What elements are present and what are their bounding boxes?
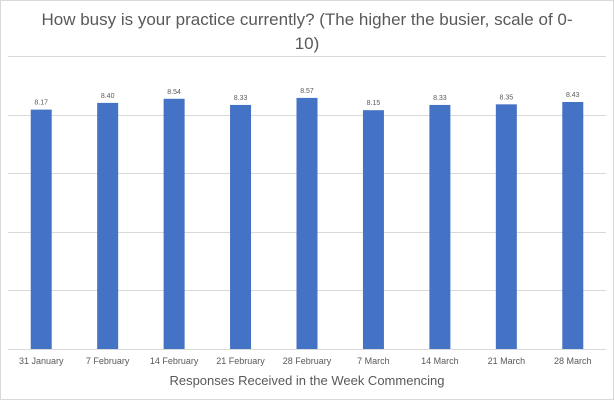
data-label-4: 8.33 xyxy=(234,95,248,102)
x-tick-label-3: 14 February xyxy=(150,356,199,366)
bar-8 xyxy=(495,104,517,349)
bar-6 xyxy=(362,110,384,349)
data-label-7: 8.33 xyxy=(433,95,447,102)
bar-1 xyxy=(30,109,52,349)
bar-5 xyxy=(296,97,318,349)
bar-3 xyxy=(163,98,185,349)
bar-4 xyxy=(230,104,252,349)
x-tick-labels: 31 January 7 February 14 February 21 Februa… xyxy=(19,356,592,366)
bar-9 xyxy=(562,102,584,349)
x-tick-label-1: 31 January xyxy=(19,356,64,366)
x-tick-label-4: 21 February xyxy=(216,356,265,366)
x-tick-label-7: 14 March xyxy=(421,356,459,366)
x-tick-label-5: 28 February xyxy=(283,356,332,366)
data-label-2: 8.40 xyxy=(101,93,115,100)
bars xyxy=(30,97,584,349)
x-tick-label-9: 28 March xyxy=(554,356,592,366)
data-label-3: 8.54 xyxy=(167,89,181,96)
data-label-5: 8.57 xyxy=(300,88,314,95)
bar-7 xyxy=(429,104,451,349)
data-label-9: 8.43 xyxy=(566,92,580,99)
data-label-8: 8.35 xyxy=(500,94,514,101)
bar-2 xyxy=(97,102,119,349)
x-axis-title: Responses Received in the Week Commencin… xyxy=(169,373,445,388)
chart-title: How busy is your practice currently? (Th… xyxy=(41,10,573,53)
data-label-6: 8.15 xyxy=(367,100,381,107)
x-tick-label-2: 7 February xyxy=(86,356,130,366)
data-label-1: 8.17 xyxy=(34,100,48,107)
x-tick-label-6: 7 March xyxy=(357,356,390,366)
data-labels: 8.17 8.40 8.54 8.33 8.57 8.15 8.33 8.35 8.43 xyxy=(34,88,579,107)
x-tick-label-8: 21 March xyxy=(488,356,526,366)
